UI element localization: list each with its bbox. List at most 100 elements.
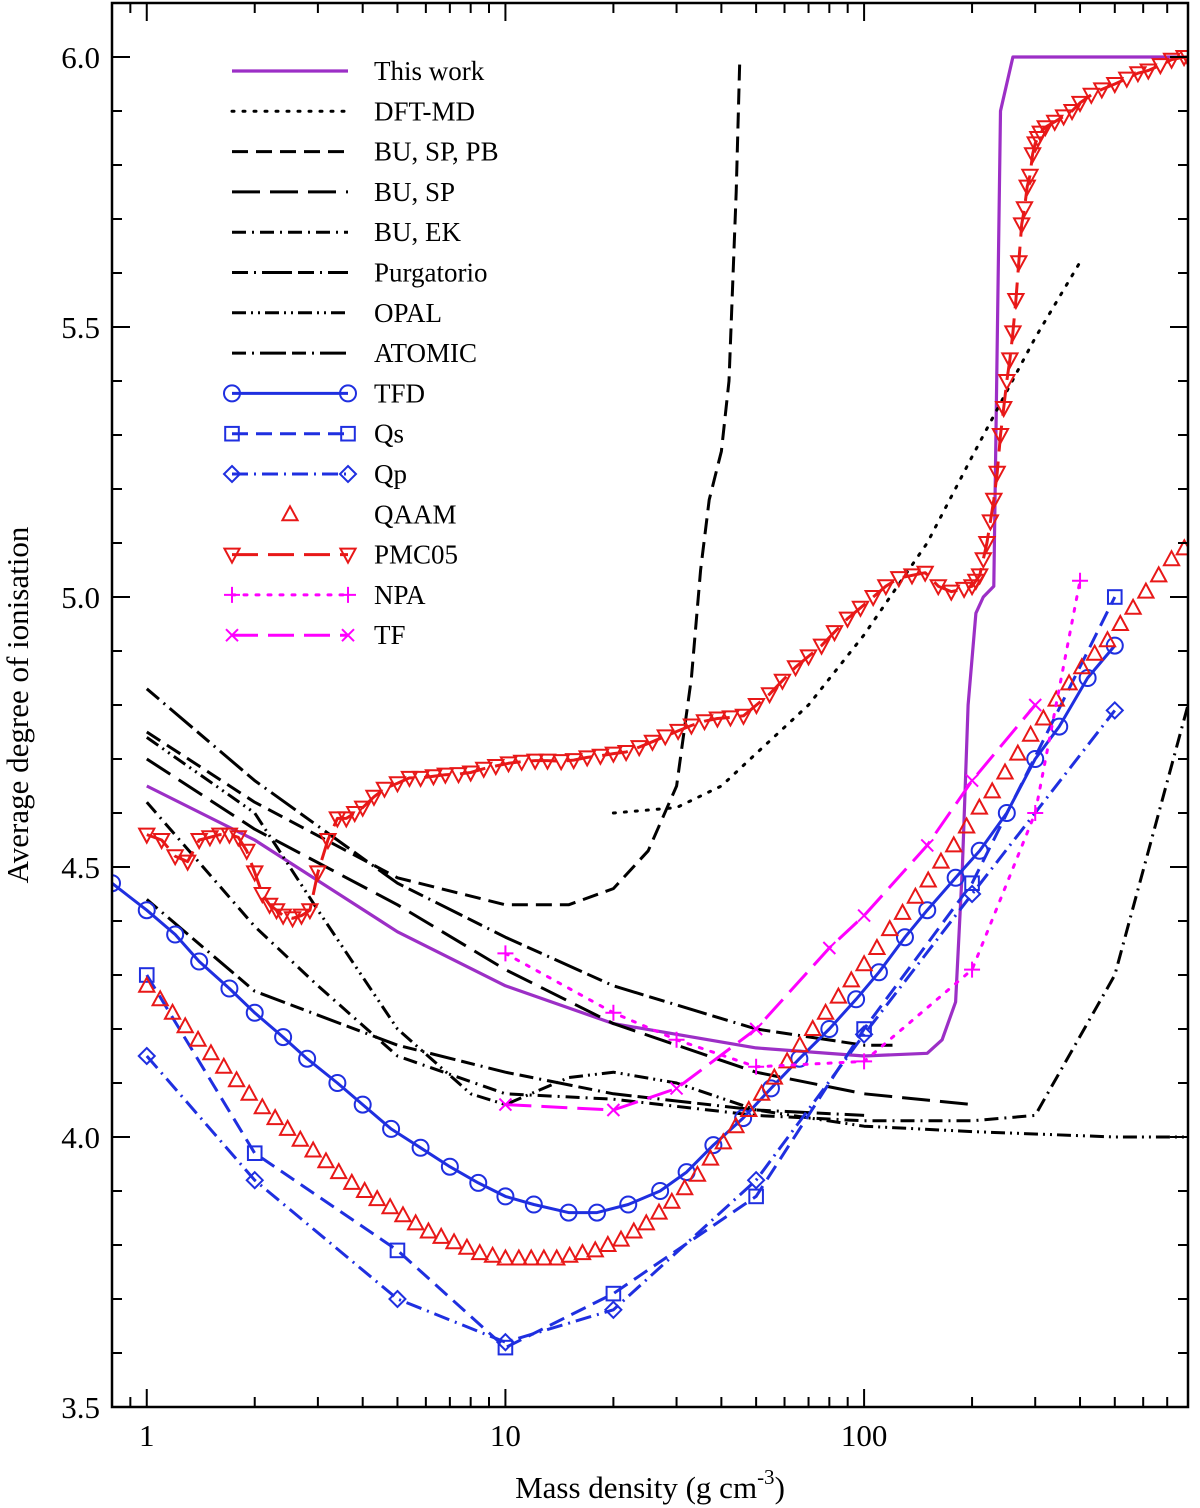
data-point (137, 975, 157, 993)
data-point (863, 590, 883, 608)
data-point (675, 1178, 694, 1196)
legend-item: TF (225, 620, 406, 650)
data-point (1035, 120, 1055, 138)
data-point (559, 1203, 578, 1222)
data-point (1151, 58, 1170, 76)
data-point (525, 753, 545, 771)
data-point (734, 708, 753, 726)
data-point (748, 1058, 765, 1075)
data-point (137, 1046, 157, 1066)
data-point (869, 963, 888, 982)
data-point (400, 770, 419, 788)
data-point (1000, 352, 1020, 370)
data-point (649, 1202, 669, 1220)
data-point (994, 401, 1013, 419)
data-point (585, 1240, 605, 1258)
legend-marker (341, 628, 355, 642)
data-point (388, 1289, 407, 1309)
series-line (145, 704, 1188, 1123)
data-point (283, 911, 302, 929)
data-point (1027, 805, 1044, 821)
data-point (655, 729, 675, 747)
data-point (825, 625, 844, 643)
data-point (688, 1164, 707, 1182)
data-point (708, 711, 727, 729)
legend-label: BU, EK (374, 217, 462, 247)
y-tick-label: 6.0 (61, 40, 100, 75)
data-point (496, 1332, 515, 1352)
data-point (411, 770, 430, 788)
data-point (965, 773, 979, 788)
legend: This work DFT-MD BU, SP, PB BU, SP BU, EK Pur… (222, 56, 499, 650)
data-point (1149, 565, 1168, 583)
data-point (704, 1136, 723, 1155)
data-point (598, 1234, 618, 1252)
data-point (790, 1035, 810, 1053)
data-point (1111, 613, 1130, 631)
legend-label: PMC05 (374, 540, 458, 570)
data-point (895, 928, 914, 947)
legend-marker (338, 464, 358, 484)
data-point (651, 1182, 670, 1200)
legend-label: BU, SP (374, 177, 455, 207)
data-point (267, 903, 286, 921)
data-point (970, 568, 989, 586)
legend-item: NPA (224, 580, 426, 610)
legend-marker (339, 384, 357, 403)
data-point (1082, 87, 1101, 105)
legend-label: BU, SP, PB (374, 137, 499, 167)
data-point (375, 781, 394, 799)
data-point (611, 1229, 631, 1247)
data-point (668, 1031, 685, 1048)
data-point (382, 1119, 401, 1138)
data-point (1123, 597, 1143, 615)
data-point (1008, 743, 1028, 761)
data-point (573, 1243, 592, 1261)
legend-item: DFT-MD (230, 96, 475, 126)
series-dft-md (611, 260, 1082, 815)
series-tf (498, 698, 1042, 1117)
data-point (112, 874, 121, 893)
data-point (1003, 325, 1023, 343)
data-point (714, 1132, 733, 1150)
series-bu-sp (145, 757, 973, 1107)
data-point (1070, 95, 1090, 113)
data-point (152, 833, 171, 851)
data-point (749, 1022, 763, 1036)
data-point (524, 1195, 543, 1214)
data-point (876, 579, 896, 597)
data-point (918, 901, 937, 920)
data-point (982, 781, 1002, 799)
data-point (496, 1248, 515, 1266)
data-point (820, 1020, 839, 1038)
data-point (265, 1108, 285, 1126)
data-point (587, 1203, 606, 1222)
y-tick-label: 5.5 (61, 310, 100, 345)
data-point (1054, 109, 1073, 127)
legend-marker (280, 504, 300, 522)
data-point (1139, 63, 1158, 81)
data-point (726, 1116, 746, 1134)
data-point (847, 990, 866, 1009)
data-point (606, 1103, 621, 1117)
legend-label: ATOMIC (374, 338, 477, 368)
x-tick-label: 10 (490, 1418, 521, 1453)
legend-label: Qp (374, 459, 407, 489)
data-point (444, 1232, 464, 1250)
series-purgatorio (145, 687, 893, 1047)
legend-item: OPAL (232, 298, 442, 328)
data-point (893, 902, 912, 920)
data-point (1098, 630, 1117, 648)
series-line (145, 596, 1117, 1350)
data-point (137, 901, 156, 920)
data-point (166, 925, 185, 944)
series-line (146, 55, 1188, 920)
data-point (880, 919, 900, 937)
data-point (214, 1056, 234, 1074)
data-point (701, 1148, 720, 1166)
data-point (499, 756, 518, 774)
tick-layer: 1 10 100 3.5 4.0 4.5 5.0 5.5 6.0 (61, 2, 1189, 1453)
data-point (547, 1248, 567, 1266)
data-point (752, 1083, 771, 1101)
data-point (604, 746, 623, 764)
